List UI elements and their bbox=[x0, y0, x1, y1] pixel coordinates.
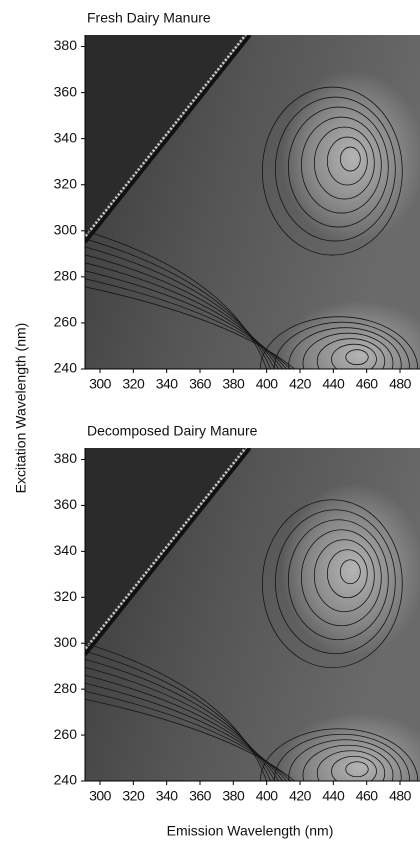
y-tick-label: 320 bbox=[54, 175, 78, 191]
x-tick-label: 420 bbox=[289, 788, 312, 804]
y-axis-label: Excitation Wavelength (nm) bbox=[13, 323, 29, 494]
x-tick-label: 340 bbox=[156, 788, 179, 804]
x-tick-label: 460 bbox=[356, 376, 379, 392]
x-tick-label: 360 bbox=[189, 376, 212, 392]
plot-area bbox=[81, 448, 420, 834]
x-tick-label: 440 bbox=[322, 376, 345, 392]
x-tick-label: 300 bbox=[89, 788, 112, 804]
y-tick-label: 300 bbox=[54, 221, 78, 237]
x-tick-label: 340 bbox=[156, 376, 179, 392]
y-tick-label: 280 bbox=[54, 680, 78, 696]
y-tick-label: 240 bbox=[54, 360, 78, 376]
y-tick-label: 380 bbox=[54, 450, 78, 466]
x-tick-label: 420 bbox=[289, 376, 312, 392]
x-tick-label: 480 bbox=[389, 788, 412, 804]
y-tick-label: 360 bbox=[54, 496, 78, 512]
y-tick-label: 240 bbox=[54, 772, 78, 788]
y-tick-label: 260 bbox=[54, 726, 78, 742]
y-tick-label: 340 bbox=[54, 542, 78, 558]
x-tick-label: 440 bbox=[322, 788, 345, 804]
y-tick-label: 260 bbox=[54, 314, 78, 330]
x-tick-label: 320 bbox=[122, 376, 145, 392]
x-axis-label: Emission Wavelength (nm) bbox=[167, 823, 334, 839]
chart: Fresh Dairy Manure 240 260 280 300 320 340 360 3… bbox=[0, 0, 420, 844]
x-tick-label: 380 bbox=[222, 788, 245, 804]
x-tick-label: 300 bbox=[89, 376, 112, 392]
page: Fresh Dairy Manure 240 260 280 300 320 340 360 3… bbox=[0, 0, 420, 844]
x-tick-label: 400 bbox=[256, 788, 279, 804]
y-tick-label: 280 bbox=[54, 268, 78, 284]
plot-area bbox=[81, 35, 420, 422]
y-tick-label: 300 bbox=[54, 634, 78, 650]
x-tick-label: 320 bbox=[122, 788, 145, 804]
panel-title: Decomposed Dairy Manure bbox=[87, 423, 258, 439]
y-tick-label: 320 bbox=[54, 588, 78, 604]
x-tick-label: 460 bbox=[356, 788, 379, 804]
x-tick-label: 380 bbox=[222, 376, 245, 392]
x-tick-label: 480 bbox=[389, 376, 412, 392]
x-tick-label: 360 bbox=[189, 788, 212, 804]
y-tick-label: 380 bbox=[54, 37, 78, 53]
y-tick-label: 340 bbox=[54, 129, 78, 145]
y-tick-label: 360 bbox=[54, 83, 78, 99]
x-tick-label: 400 bbox=[256, 376, 279, 392]
panel-title: Fresh Dairy Manure bbox=[87, 10, 211, 26]
